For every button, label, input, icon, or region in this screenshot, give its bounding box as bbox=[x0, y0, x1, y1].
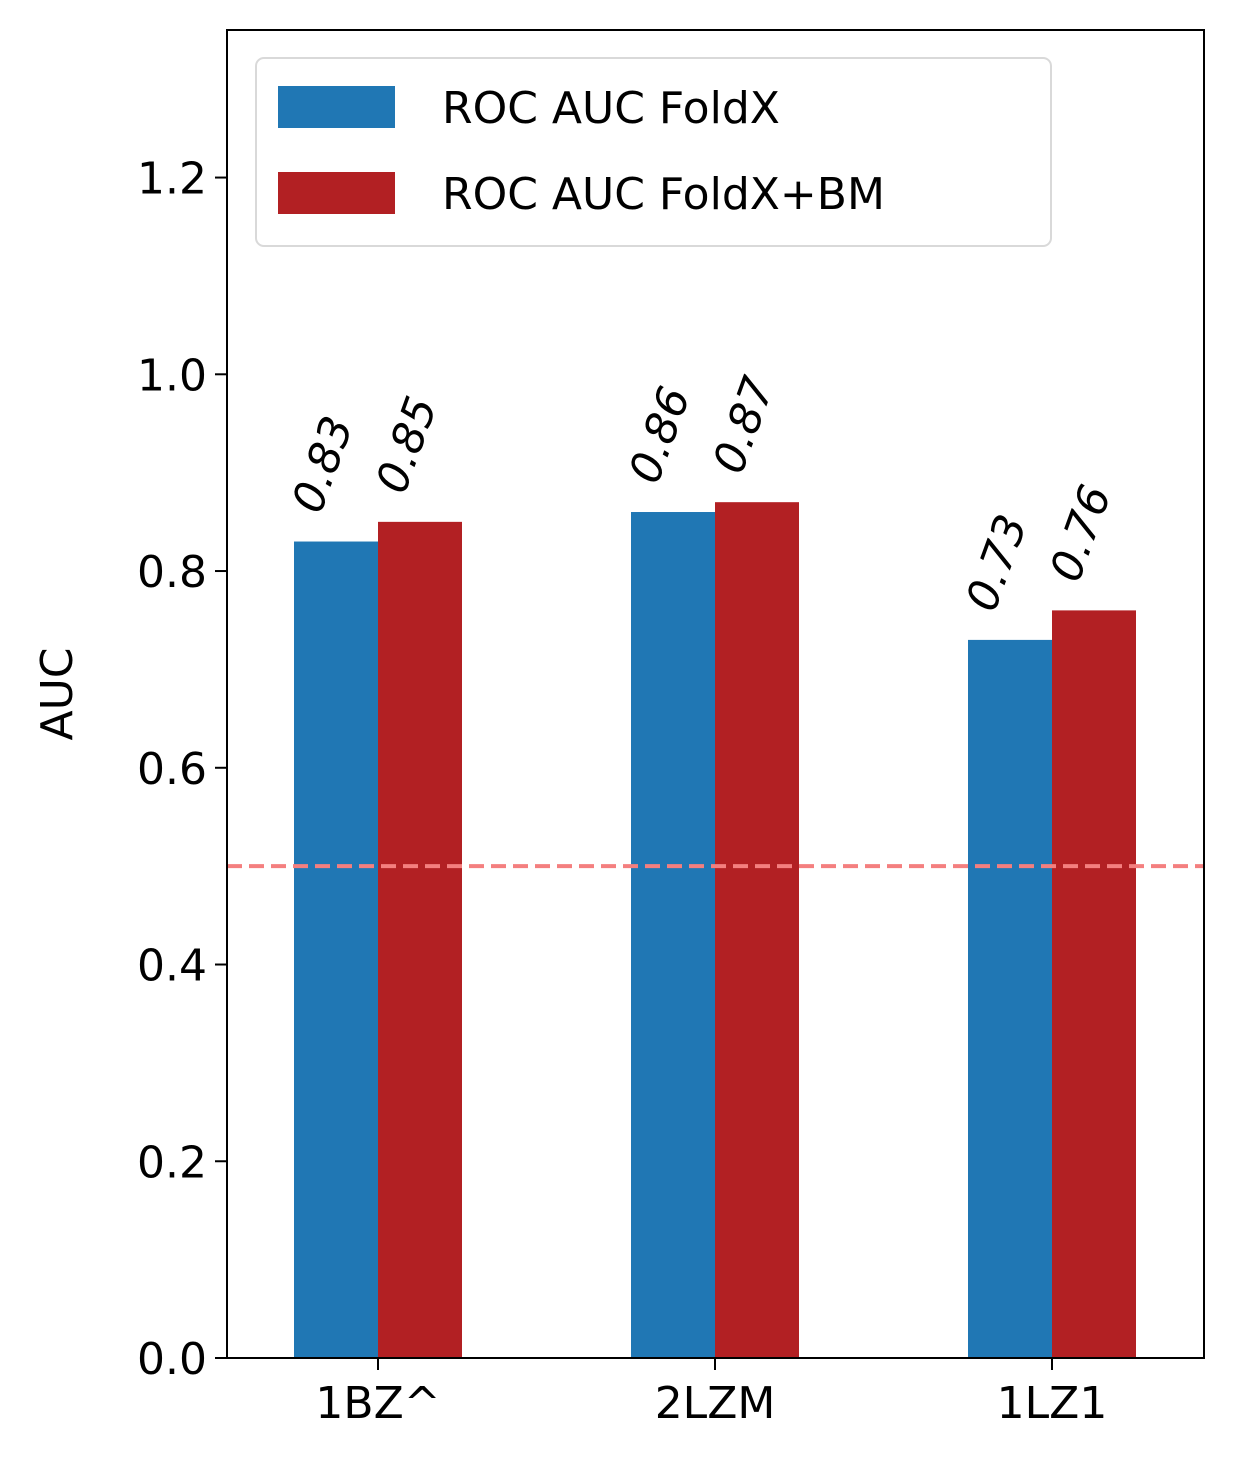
bar-foldx-bm-3 bbox=[1052, 610, 1136, 1358]
y-tick-label: 0.4 bbox=[137, 941, 207, 992]
legend-label: ROC AUC FoldX+BM bbox=[442, 169, 885, 220]
y-tick-label: 0.8 bbox=[137, 547, 207, 598]
y-axis: 0.0 0.2 0.4 0.6 0.8 1.0 1.2 bbox=[137, 154, 227, 1385]
bars-group bbox=[294, 502, 1136, 1359]
y-tick-label: 0.6 bbox=[137, 744, 207, 795]
x-tick-label: 1BZ^ bbox=[315, 1378, 440, 1429]
plot-frame bbox=[226, 29, 1205, 1359]
x-axis: 1BZ^ 2LZM 1LZ1 bbox=[315, 1358, 1107, 1429]
bar-foldx-2 bbox=[631, 512, 715, 1358]
bar-foldx-3 bbox=[968, 639, 1052, 1358]
legend-swatch bbox=[278, 172, 395, 214]
y-tick-label: 0.2 bbox=[137, 1137, 207, 1188]
y-tick-label: 1.2 bbox=[137, 154, 207, 205]
legend: ROC AUC FoldX ROC AUC FoldX+BM bbox=[255, 57, 1052, 247]
x-tick-label: 2LZM bbox=[655, 1378, 776, 1429]
bar-foldx-bm-2 bbox=[715, 502, 799, 1359]
legend-swatch bbox=[278, 86, 395, 128]
y-tick-label: 1.0 bbox=[137, 350, 207, 401]
legend-frame bbox=[255, 57, 1052, 247]
y-axis-title: AUC bbox=[32, 647, 83, 740]
y-tick-label: 0.0 bbox=[137, 1334, 207, 1385]
bar-foldx-1 bbox=[294, 541, 378, 1358]
x-tick-label: 1LZ1 bbox=[997, 1378, 1108, 1429]
bar-foldx-bm-1 bbox=[378, 521, 462, 1358]
legend-label: ROC AUC FoldX bbox=[442, 83, 780, 134]
